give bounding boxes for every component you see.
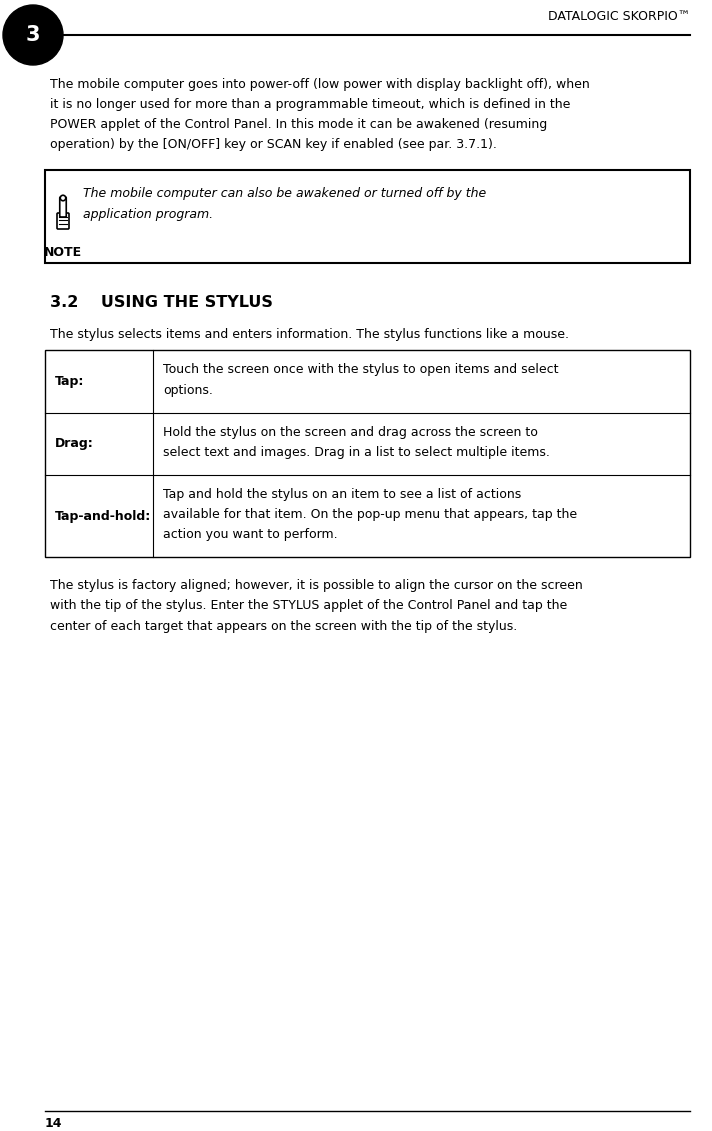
- FancyBboxPatch shape: [60, 197, 66, 217]
- FancyBboxPatch shape: [57, 213, 69, 228]
- Text: The stylus selects items and enters information. The stylus functions like a mou: The stylus selects items and enters info…: [50, 328, 569, 342]
- Text: 3: 3: [26, 25, 41, 45]
- Text: operation) by the [ON/OFF] key or SCAN key if enabled (see par. 3.7.1).: operation) by the [ON/OFF] key or SCAN k…: [50, 138, 497, 152]
- Text: center of each target that appears on the screen with the tip of the stylus.: center of each target that appears on th…: [50, 620, 517, 632]
- Text: with the tip of the stylus. Enter the STYLUS applet of the Control Panel and tap: with the tip of the stylus. Enter the ST…: [50, 599, 567, 613]
- Text: 3.2    USING THE STYLUS: 3.2 USING THE STYLUS: [50, 295, 273, 311]
- Text: it is no longer used for more than a programmable timeout, which is defined in t: it is no longer used for more than a pro…: [50, 98, 570, 111]
- Circle shape: [3, 5, 63, 64]
- Bar: [45, 171, 690, 264]
- Text: The mobile computer goes into power-off (low power with display backlight off), : The mobile computer goes into power-off …: [50, 78, 590, 90]
- Circle shape: [61, 196, 66, 200]
- Text: NOTE: NOTE: [44, 247, 82, 259]
- Text: options.: options.: [163, 383, 213, 397]
- Text: Hold the stylus on the screen and drag across the screen to: Hold the stylus on the screen and drag a…: [163, 425, 538, 439]
- Text: DATALOGIC SKORPIO™: DATALOGIC SKORPIO™: [548, 10, 690, 23]
- Text: The mobile computer can also be awakened or turned off by the: The mobile computer can also be awakened…: [83, 188, 486, 200]
- Text: select text and images. Drag in a list to select multiple items.: select text and images. Drag in a list t…: [163, 446, 550, 459]
- Text: action you want to perform.: action you want to perform.: [163, 528, 337, 542]
- Text: Tap and hold the stylus on an item to see a list of actions: Tap and hold the stylus on an item to se…: [163, 487, 521, 501]
- Text: application program.: application program.: [83, 208, 213, 221]
- Text: Tap-and-hold:: Tap-and-hold:: [55, 510, 151, 523]
- Text: Touch the screen once with the stylus to open items and select: Touch the screen once with the stylus to…: [163, 363, 558, 377]
- Text: The stylus is factory aligned; however, it is possible to align the cursor on th: The stylus is factory aligned; however, …: [50, 579, 582, 593]
- Text: available for that item. On the pop-up menu that appears, tap the: available for that item. On the pop-up m…: [163, 508, 577, 521]
- Bar: [45, 351, 690, 558]
- Text: 14: 14: [45, 1117, 63, 1130]
- Text: Drag:: Drag:: [55, 438, 94, 450]
- Text: Tap:: Tap:: [55, 375, 85, 388]
- Text: POWER applet of the Control Panel. In this mode it can be awakened (resuming: POWER applet of the Control Panel. In th…: [50, 119, 548, 131]
